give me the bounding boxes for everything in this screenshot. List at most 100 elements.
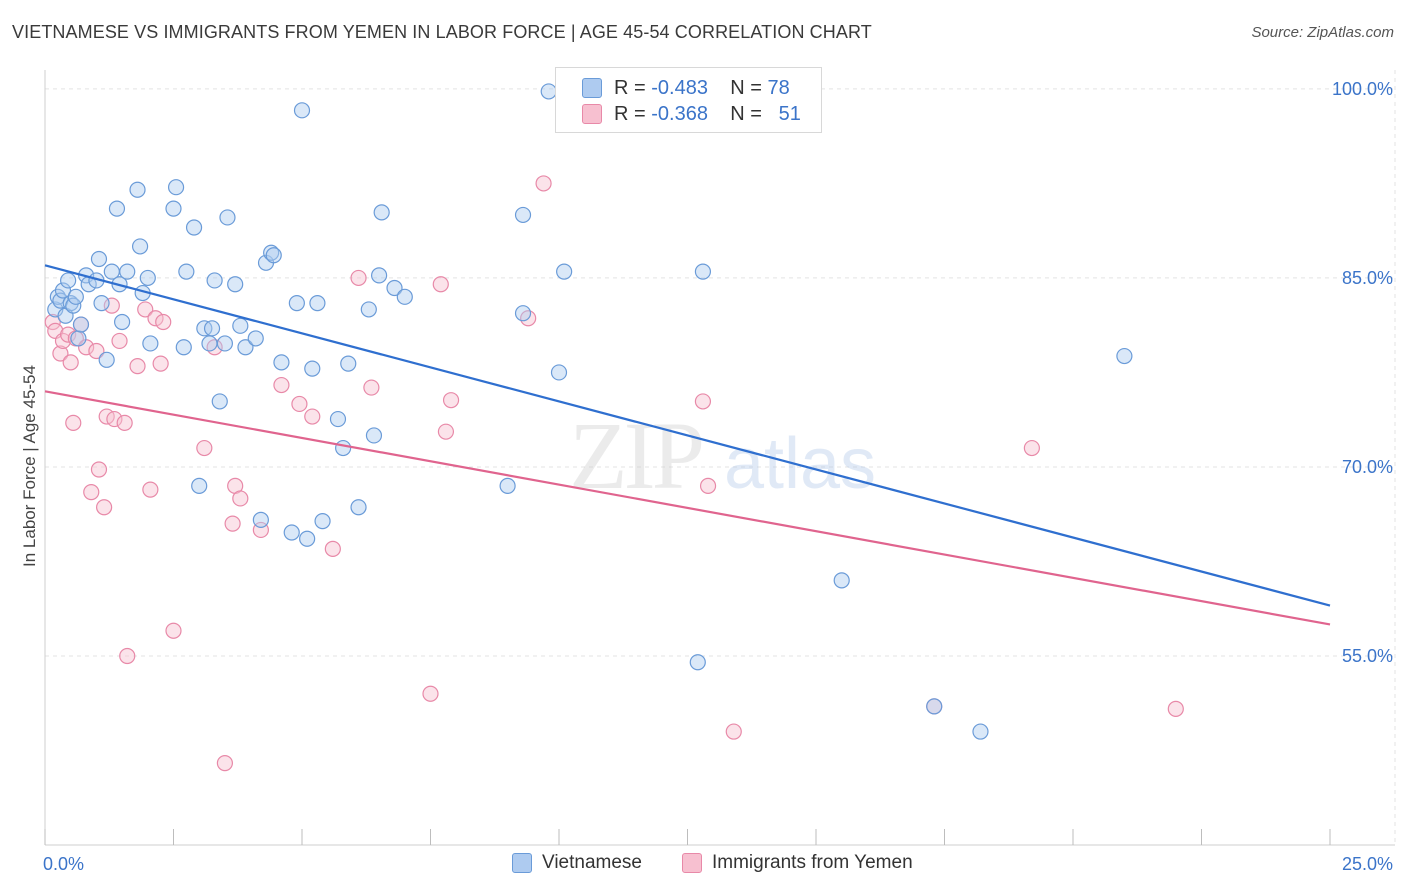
data-point-vietnamese bbox=[70, 330, 87, 347]
legend-swatch-vietnamese bbox=[582, 78, 602, 98]
data-point-yemen bbox=[350, 269, 367, 287]
legend-n-label: N = bbox=[730, 102, 768, 125]
legend-n-value: 51 bbox=[778, 102, 801, 125]
bottom-legend-label-yemen: Immigrants from Yemen bbox=[712, 852, 913, 873]
data-point-vietnamese bbox=[283, 524, 300, 541]
data-point-vietnamese bbox=[396, 288, 413, 305]
data-point-vietnamese bbox=[219, 209, 236, 226]
data-point-vietnamese bbox=[62, 295, 79, 312]
data-point-yemen bbox=[152, 355, 169, 372]
data-point-vietnamese bbox=[514, 206, 532, 224]
data-point-vietnamese bbox=[329, 410, 347, 428]
data-point-vietnamese bbox=[340, 355, 357, 372]
data-point-yemen bbox=[196, 439, 213, 457]
data-point-yemen bbox=[52, 345, 69, 362]
data-point-yemen bbox=[1167, 700, 1184, 718]
data-point-vietnamese bbox=[550, 364, 568, 381]
data-point-vietnamese bbox=[304, 360, 321, 377]
watermark: ZIP atlas bbox=[569, 402, 876, 509]
data-point-yemen bbox=[44, 313, 61, 331]
data-point-vietnamese bbox=[386, 279, 403, 297]
x-tick-label-min: 0.0% bbox=[43, 854, 84, 874]
data-point-yemen bbox=[54, 332, 72, 350]
bottom-legend-swatch-vietnamese bbox=[512, 853, 532, 873]
data-point-yemen bbox=[437, 423, 455, 440]
data-point-vietnamese bbox=[175, 339, 192, 356]
data-point-yemen bbox=[291, 395, 308, 413]
bottom-legend-swatch-yemen bbox=[682, 853, 702, 873]
source-label: Source: ZipAtlas.com bbox=[1251, 24, 1394, 41]
data-point-yemen bbox=[304, 408, 321, 425]
data-point-yemen bbox=[1023, 439, 1040, 457]
legend-r-label: R = bbox=[614, 76, 652, 99]
data-point-vietnamese bbox=[167, 179, 185, 196]
data-point-yemen bbox=[65, 414, 82, 431]
data-point-yemen bbox=[88, 342, 105, 360]
data-point-yemen bbox=[60, 326, 77, 343]
data-point-vietnamese bbox=[142, 335, 159, 352]
data-point-vietnamese bbox=[252, 511, 269, 528]
data-point-vietnamese bbox=[191, 477, 208, 494]
bottom-legend-label-vietnamese: Vietnamese bbox=[542, 852, 642, 873]
data-point-vietnamese bbox=[265, 247, 282, 264]
data-point-yemen bbox=[432, 276, 449, 293]
data-point-vietnamese bbox=[216, 335, 233, 352]
data-point-yemen bbox=[147, 310, 164, 327]
data-point-yemen bbox=[119, 647, 136, 665]
data-point-vietnamese bbox=[203, 320, 221, 337]
y-tick-label: 70.0% bbox=[1342, 457, 1393, 477]
data-point-vietnamese bbox=[499, 477, 516, 494]
data-point-yemen bbox=[90, 461, 108, 478]
data-point-vietnamese bbox=[273, 354, 290, 371]
data-point-yemen bbox=[699, 477, 717, 494]
data-point-yemen bbox=[442, 392, 460, 409]
data-point-vietnamese bbox=[178, 263, 195, 280]
y-tick-label: 100.0% bbox=[1332, 79, 1393, 99]
data-point-vietnamese bbox=[314, 513, 331, 530]
data-point-yemen bbox=[111, 332, 128, 350]
data-point-yemen bbox=[694, 393, 712, 410]
y-axis-label: In Labor Force | Age 45-54 bbox=[20, 365, 39, 567]
data-point-yemen bbox=[273, 376, 290, 394]
data-point-yemen bbox=[103, 297, 120, 314]
data-point-vietnamese bbox=[371, 267, 388, 284]
data-point-vietnamese bbox=[299, 530, 316, 547]
data-point-yemen bbox=[116, 414, 133, 431]
data-point-vietnamese bbox=[93, 295, 110, 312]
data-point-vietnamese bbox=[689, 654, 706, 671]
data-point-vietnamese bbox=[65, 297, 82, 314]
stats-legend: R = -0.483 N = 78 R = -0.368 N = 51 bbox=[555, 67, 822, 133]
trend-line-vietnamese bbox=[44, 264, 1331, 607]
legend-r-value: -0.483 bbox=[651, 76, 708, 99]
data-point-yemen bbox=[324, 540, 341, 557]
data-point-vietnamese bbox=[1116, 347, 1133, 365]
data-point-yemen bbox=[422, 685, 439, 702]
data-point-vietnamese bbox=[694, 263, 712, 280]
data-point-yemen bbox=[96, 499, 113, 516]
data-point-vietnamese bbox=[211, 393, 228, 410]
data-point-vietnamese bbox=[833, 572, 850, 589]
data-point-yemen bbox=[106, 410, 123, 428]
data-point-vietnamese bbox=[60, 272, 77, 289]
data-point-vietnamese bbox=[139, 269, 156, 287]
data-point-vietnamese bbox=[54, 282, 72, 299]
series-vietnamese-points bbox=[47, 83, 1133, 740]
legend-n-label: N = bbox=[730, 76, 768, 99]
y-tick-label: 85.0% bbox=[1342, 268, 1393, 288]
trend-lines bbox=[44, 264, 1331, 626]
data-point-yemen bbox=[155, 313, 172, 331]
chart-title: VIETNAMESE VS IMMIGRANTS FROM YEMEN IN L… bbox=[12, 22, 872, 42]
data-point-yemen bbox=[137, 301, 154, 318]
data-point-vietnamese bbox=[365, 427, 383, 444]
data-point-yemen bbox=[62, 354, 79, 371]
legend-swatch-yemen bbox=[582, 104, 602, 124]
tick-labels: 55.0% 70.0% 85.0% 100.0% 0.0% 25.0% bbox=[43, 79, 1393, 874]
data-point-yemen bbox=[142, 481, 159, 498]
legend-r-label: R = bbox=[614, 102, 652, 125]
data-point-vietnamese bbox=[232, 317, 249, 334]
data-point-vietnamese bbox=[373, 204, 390, 221]
data-point-vietnamese bbox=[309, 295, 326, 312]
axes bbox=[44, 70, 1395, 846]
data-point-vietnamese bbox=[227, 276, 244, 293]
legend-n-value: 78 bbox=[767, 76, 790, 99]
